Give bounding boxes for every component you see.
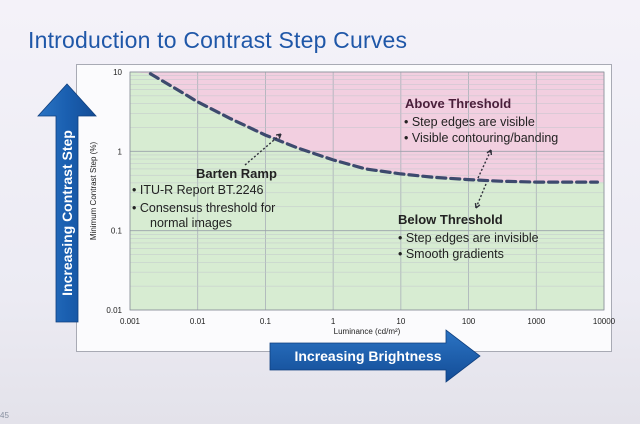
slide-number: 45 xyxy=(0,411,9,420)
barten-ramp-bullet: • Consensus threshold for normal images xyxy=(132,201,275,230)
above-threshold-bullet: • Step edges are visible xyxy=(404,115,535,129)
horizontal-arrow-label: Increasing Brightness xyxy=(294,348,441,364)
x-tick-label: 10 xyxy=(396,317,405,326)
below-threshold-bullet: • Step edges are invisible xyxy=(398,231,539,245)
x-tick-label: 0.1 xyxy=(260,317,272,326)
x-tick-label: 0.01 xyxy=(190,317,206,326)
x-tick-label: 1000 xyxy=(527,317,545,326)
y-axis-label: Minimum Contrast Step (%) xyxy=(89,142,98,241)
above-threshold-region xyxy=(130,72,604,183)
below-threshold-region xyxy=(130,72,604,310)
horizontal-arrow-shape xyxy=(269,329,481,383)
y-tick-label: 1 xyxy=(118,147,123,156)
barten-ramp-title: Barten Ramp xyxy=(196,166,277,181)
above-threshold-bullet: • Visible contouring/banding xyxy=(404,131,558,145)
x-tick-label: 1 xyxy=(331,317,336,326)
y-tick-label: 0.1 xyxy=(111,227,123,236)
below-pointer-head xyxy=(474,202,481,209)
plot-border xyxy=(129,71,605,311)
above-threshold-title: Above Threshold xyxy=(405,96,511,111)
below-threshold-bullet: • Smooth gradients xyxy=(398,247,504,261)
x-tick-label: 100 xyxy=(462,317,476,326)
x-tick-label: 10000 xyxy=(593,317,616,326)
vertical-arrow-shape xyxy=(37,83,97,323)
x-tick-label: 0.001 xyxy=(120,317,141,326)
above-pointer xyxy=(477,149,492,179)
x-axis-label: Luminance (cd/m²) xyxy=(334,327,401,336)
y-tick-label: 0.01 xyxy=(106,306,122,315)
y-tick-label: 10 xyxy=(113,68,122,77)
horizontal-arrow: Increasing Brightness xyxy=(269,329,481,383)
above-pointer-head xyxy=(486,149,493,156)
barten-ramp-line xyxy=(148,72,599,184)
vertical-arrow: Increasing Contrast Step xyxy=(37,83,97,323)
slide-title: Introduction to Contrast Step Curves xyxy=(28,27,408,53)
barten-ramp-bullet: • ITU-R Report BT.2246 xyxy=(132,183,264,197)
vertical-arrow-label: Increasing Contrast Step xyxy=(59,130,75,296)
barten-pointer-head xyxy=(275,133,282,139)
below-threshold-title: Below Threshold xyxy=(398,212,503,227)
below-pointer xyxy=(475,183,487,209)
